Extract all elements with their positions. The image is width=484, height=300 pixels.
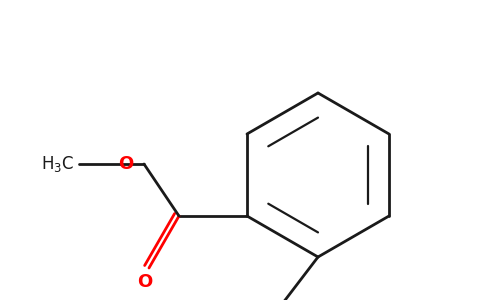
Text: O: O — [119, 155, 134, 173]
Text: H$_3$C: H$_3$C — [41, 154, 74, 174]
Text: O: O — [137, 273, 152, 291]
